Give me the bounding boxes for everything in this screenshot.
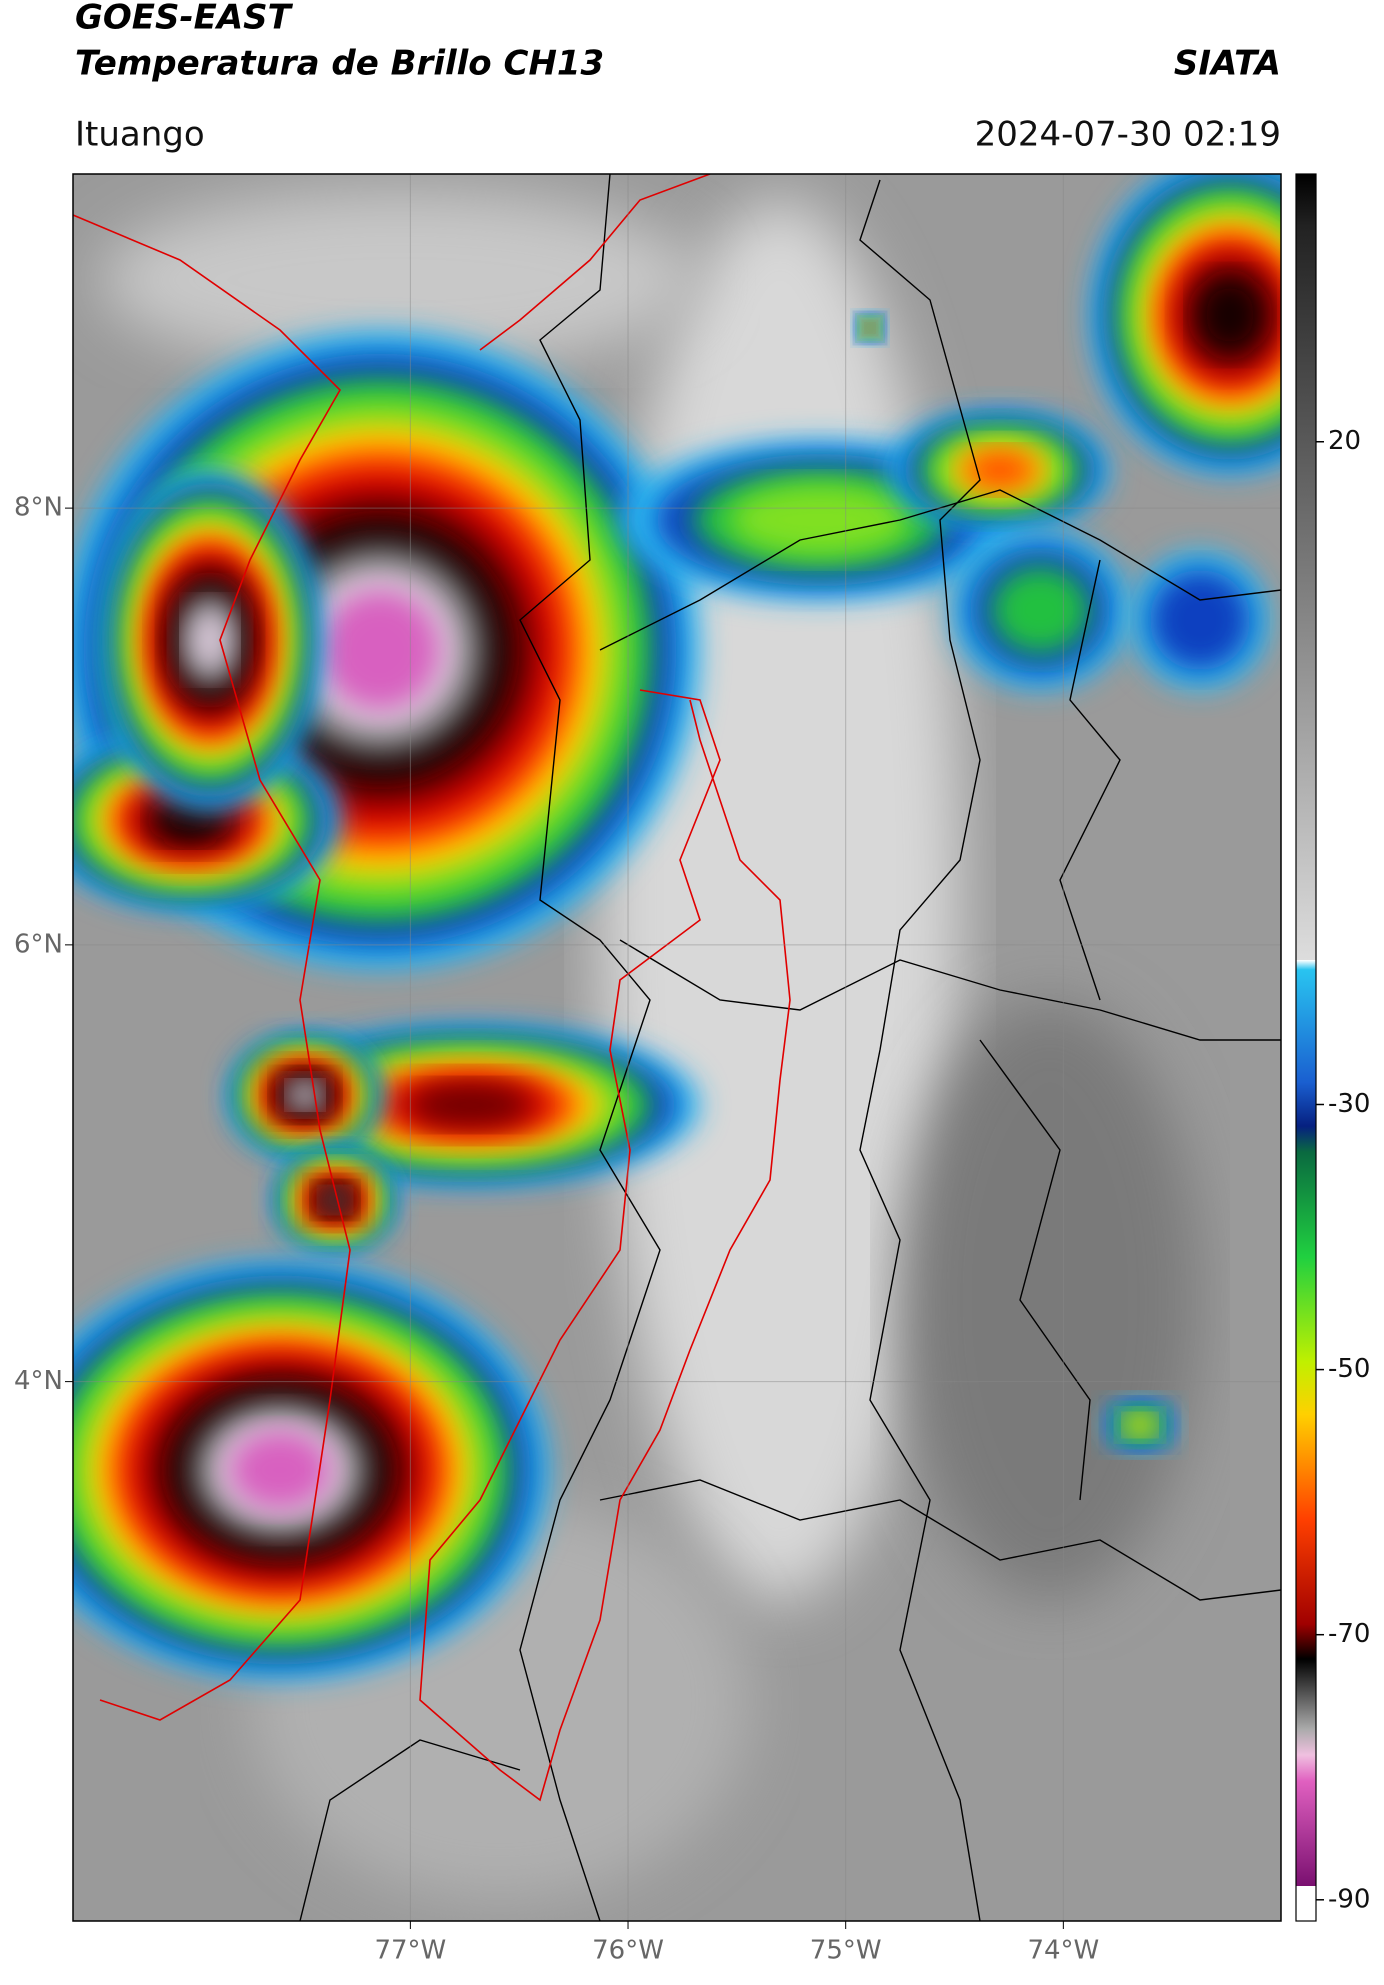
y-tick-label: 8°N (14, 493, 63, 523)
cloud-cell (865, 323, 875, 333)
satellite-image (73, 174, 1281, 1921)
cloud-cell (729, 483, 911, 557)
cloud-cell (290, 1083, 320, 1107)
cloud-cell (230, 1431, 330, 1509)
colorbar (1295, 173, 1317, 1922)
cloud-cell (963, 450, 1037, 490)
x-tick-label: 75°W (810, 1936, 882, 1966)
cloud-cell (320, 590, 440, 710)
colorbar-tick-label: 20 (1328, 426, 1361, 456)
cloud-cell (188, 606, 232, 674)
datetime: 2024-07-30 02:19 (975, 115, 1281, 155)
map-frame (72, 173, 1282, 1922)
colorbar-tick-label: -50 (1328, 1354, 1370, 1384)
x-tick-label: 77°W (374, 1936, 446, 1966)
y-tick-label: 6°N (14, 929, 63, 959)
subtitle: Temperatura de Brillo CH13 (75, 44, 604, 84)
location: Ituango (75, 115, 205, 155)
y-tick-label: 4°N (14, 1366, 63, 1396)
cloud-cell (1126, 1415, 1154, 1435)
title: GOES-EAST (75, 0, 294, 38)
x-tick-label: 76°W (592, 1936, 664, 1966)
cloud-cell (321, 1189, 349, 1211)
colorbar-tick-label: -70 (1328, 1619, 1370, 1649)
x-tick-label: 74°W (1027, 1936, 1099, 1966)
colorbar-tick-label: -90 (1328, 1884, 1370, 1914)
cloud-cell (409, 1083, 531, 1127)
colorbar-tick-label: -30 (1328, 1089, 1370, 1119)
brand: SIATA (1174, 44, 1281, 84)
cloud-cell (1196, 276, 1264, 354)
cloud-cell (990, 565, 1090, 655)
cloud-cell (1150, 570, 1250, 670)
